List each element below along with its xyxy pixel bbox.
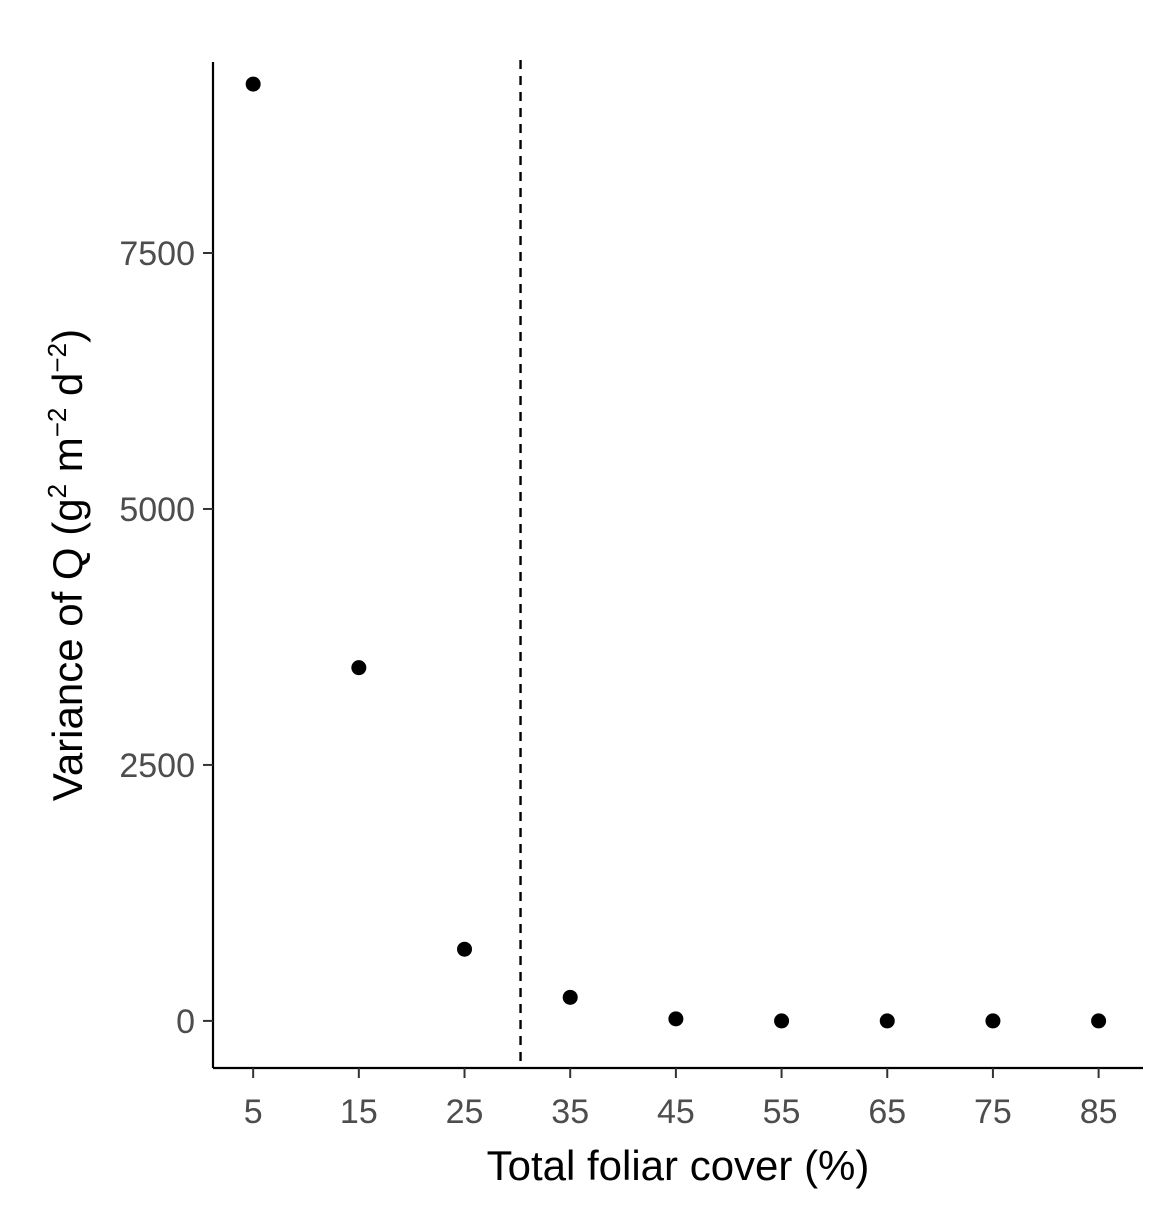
data-point <box>774 1013 790 1029</box>
y-axis-title-sup-3: −2 <box>42 343 72 373</box>
y-tick-label: 5000 <box>119 491 195 529</box>
x-axis-title: Total foliar cover (%) <box>487 1142 870 1189</box>
x-tick-label: 35 <box>551 1093 589 1131</box>
x-tick-label: 25 <box>446 1093 484 1131</box>
data-point <box>879 1013 895 1029</box>
y-axis: 0 2500 5000 7500 <box>119 62 215 1068</box>
y-axis-title-sup-1: 2 <box>42 484 72 498</box>
y-axis-title-end: ) <box>44 329 91 343</box>
data-point <box>457 941 473 957</box>
y-axis-title-main: Variance of Q (g <box>44 498 91 801</box>
x-axis: 5 15 25 35 45 55 65 75 85 <box>213 1066 1143 1131</box>
x-tick-label: 45 <box>657 1093 695 1131</box>
y-tick-label: 2500 <box>119 747 195 785</box>
y-axis-title-sup-2: −2 <box>42 408 72 438</box>
x-tick-label: 85 <box>1080 1093 1118 1131</box>
data-point <box>245 76 261 92</box>
y-axis-title-unit-m: m <box>44 437 91 484</box>
x-tick-label: 55 <box>763 1093 801 1131</box>
x-tick-label: 5 <box>244 1093 263 1131</box>
data-point <box>985 1013 1001 1029</box>
y-axis-title-unit-d: d <box>44 373 91 408</box>
data-point <box>668 1011 684 1027</box>
y-tick-label: 0 <box>176 1003 195 1041</box>
data-point <box>562 989 578 1005</box>
data-point <box>351 660 367 676</box>
y-axis-title: Variance of Q (g2 m−2 d−2) <box>42 329 91 801</box>
x-tick-label: 75 <box>974 1093 1012 1131</box>
y-tick-label: 7500 <box>119 235 195 273</box>
data-point <box>1091 1013 1107 1029</box>
x-tick-label: 15 <box>340 1093 378 1131</box>
data-points <box>245 76 1107 1029</box>
x-tick-label: 65 <box>868 1093 906 1131</box>
